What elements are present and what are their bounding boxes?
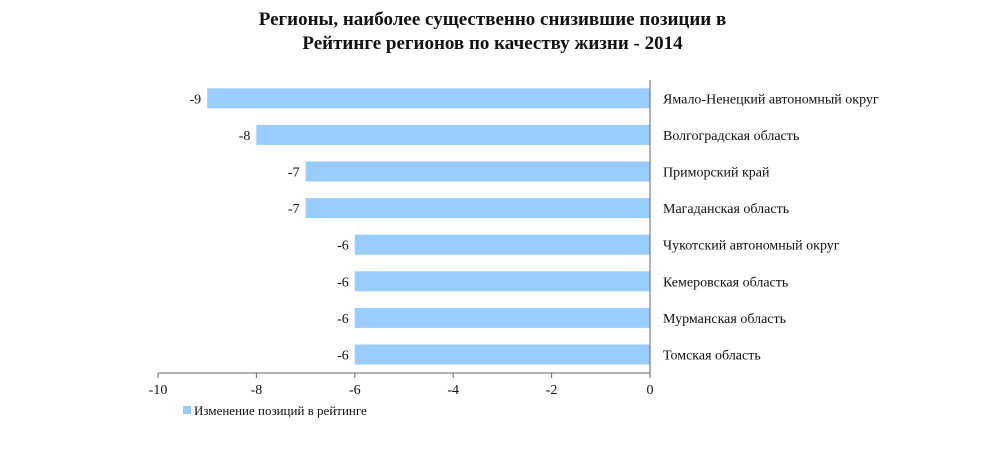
bar: [354, 307, 650, 328]
bar-value-label: -7: [288, 166, 300, 181]
bar-value-label: -6: [337, 275, 349, 290]
bar: [256, 124, 650, 145]
bar-value-label: -6: [337, 239, 349, 254]
category-label: Чукотский автономный округ: [663, 239, 840, 254]
bar: [354, 234, 650, 255]
legend-label: Изменение позиций в рейтинге: [194, 403, 367, 418]
bar-value-label: -6: [337, 349, 349, 364]
category-label: Кемеровская область: [663, 275, 788, 290]
bar-value-label: -7: [288, 202, 300, 217]
bar: [305, 161, 650, 182]
x-tick-label: -6: [349, 383, 361, 398]
chart-title-line-2: Рейтинге регионов по качеству жизни - 20…: [302, 33, 683, 54]
bar: [305, 198, 650, 219]
category-label: Томская область: [663, 349, 761, 364]
chart-title-line-1: Регионы, наиболее существенно снизившие …: [258, 9, 727, 30]
category-label: Приморский край: [663, 166, 770, 181]
category-label: Волгоградская область: [663, 129, 799, 144]
x-tick-label: -8: [251, 383, 263, 398]
bar-value-label: -8: [239, 129, 251, 144]
x-tick-label: -4: [447, 383, 459, 398]
bar: [354, 344, 650, 365]
category-label: Магаданская область: [663, 202, 789, 217]
bar: [354, 271, 650, 292]
x-tick-label: -10: [149, 383, 168, 398]
x-tick-label: -2: [546, 383, 558, 398]
chart-title: Регионы, наиболее существенно снизившие …: [0, 8, 985, 56]
category-label: Мурманская область: [663, 312, 786, 327]
category-label: Ямало-Ненецкий автономный округ: [663, 92, 879, 107]
bar-value-label: -9: [190, 92, 202, 107]
bar-value-label: -6: [337, 312, 349, 327]
x-tick-label: 0: [647, 383, 654, 398]
legend-swatch: [183, 406, 191, 414]
bar: [207, 88, 650, 109]
